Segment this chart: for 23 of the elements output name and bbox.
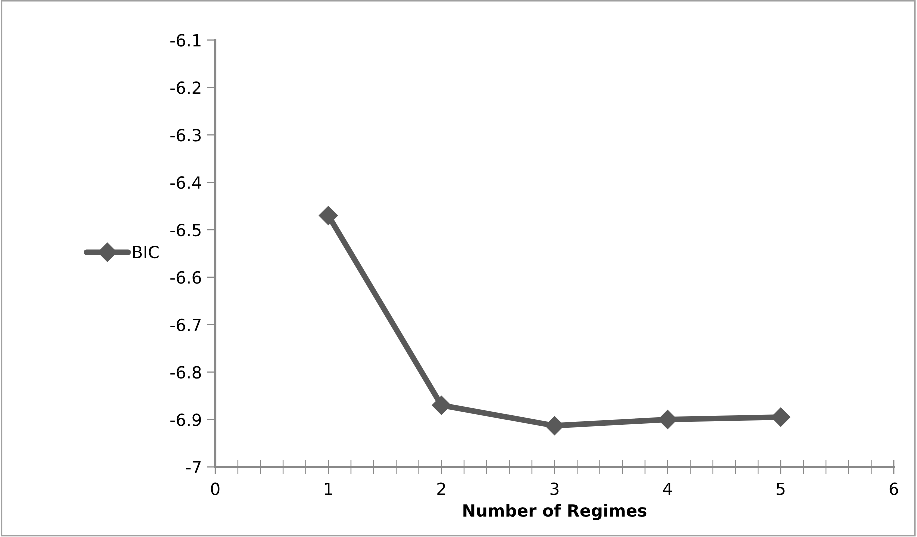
x-axis-title: Number of Regimes	[464, 504, 647, 520]
legend-label: BIC	[133, 246, 159, 259]
y-tick-label: -6.2	[170, 82, 201, 94]
x-tick-label: 1	[325, 482, 332, 496]
x-tick-label: 5	[776, 482, 785, 496]
y-tick-label: -6.7	[170, 318, 201, 332]
y-tick-label: -6.5	[170, 224, 201, 237]
x-tick-label: 4	[663, 482, 672, 496]
point	[319, 206, 338, 226]
point	[545, 416, 564, 436]
x-tick-label: 6	[890, 482, 898, 496]
y-tick-label: -6.3	[170, 129, 201, 142]
y-tick-label: -7	[186, 461, 201, 474]
x-tick-label: 0	[211, 482, 220, 496]
y-tick-label: -6.4	[170, 176, 202, 190]
point	[432, 396, 452, 416]
y-tick-label: -6.9	[170, 414, 202, 426]
point	[658, 410, 678, 430]
y-tick-label: -6.6	[170, 271, 202, 284]
y-tick-label: -6.1	[170, 34, 201, 47]
y-tick-label: -6.8	[170, 366, 202, 379]
x-tick-label: 3	[550, 482, 559, 496]
x-tick-label: 2	[438, 482, 446, 496]
